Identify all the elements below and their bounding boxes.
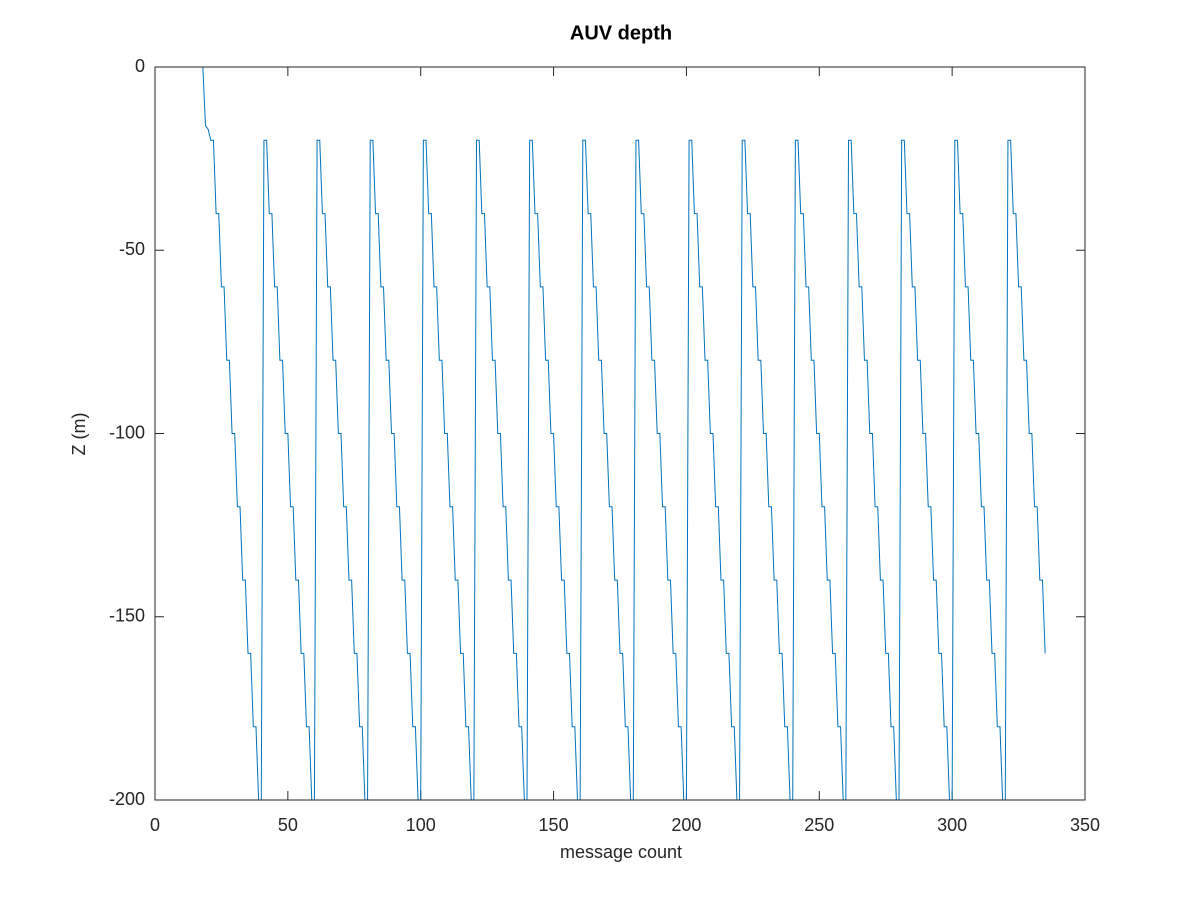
y-tick-label: -50 (119, 239, 145, 259)
x-tick-label: 200 (671, 815, 701, 835)
y-tick-label: -150 (109, 606, 145, 626)
x-tick-label: 150 (539, 815, 569, 835)
chart-title: AUV depth (570, 22, 672, 44)
data-line (157, 67, 1046, 800)
y-tick-label: -100 (109, 422, 145, 442)
y-axis-label: Z (m) (69, 413, 89, 456)
x-tick-label: 100 (406, 815, 436, 835)
x-tick-label: 300 (937, 815, 967, 835)
x-tick-label: 250 (804, 815, 834, 835)
x-tick-label: 0 (150, 815, 160, 835)
y-tick-label: -200 (109, 789, 145, 809)
x-tick-label: 50 (278, 815, 298, 835)
y-tick-label: 0 (135, 56, 145, 76)
x-axis-label: message count (560, 842, 682, 862)
plot-frame (154, 66, 1086, 801)
x-tick-label: 350 (1070, 815, 1100, 835)
